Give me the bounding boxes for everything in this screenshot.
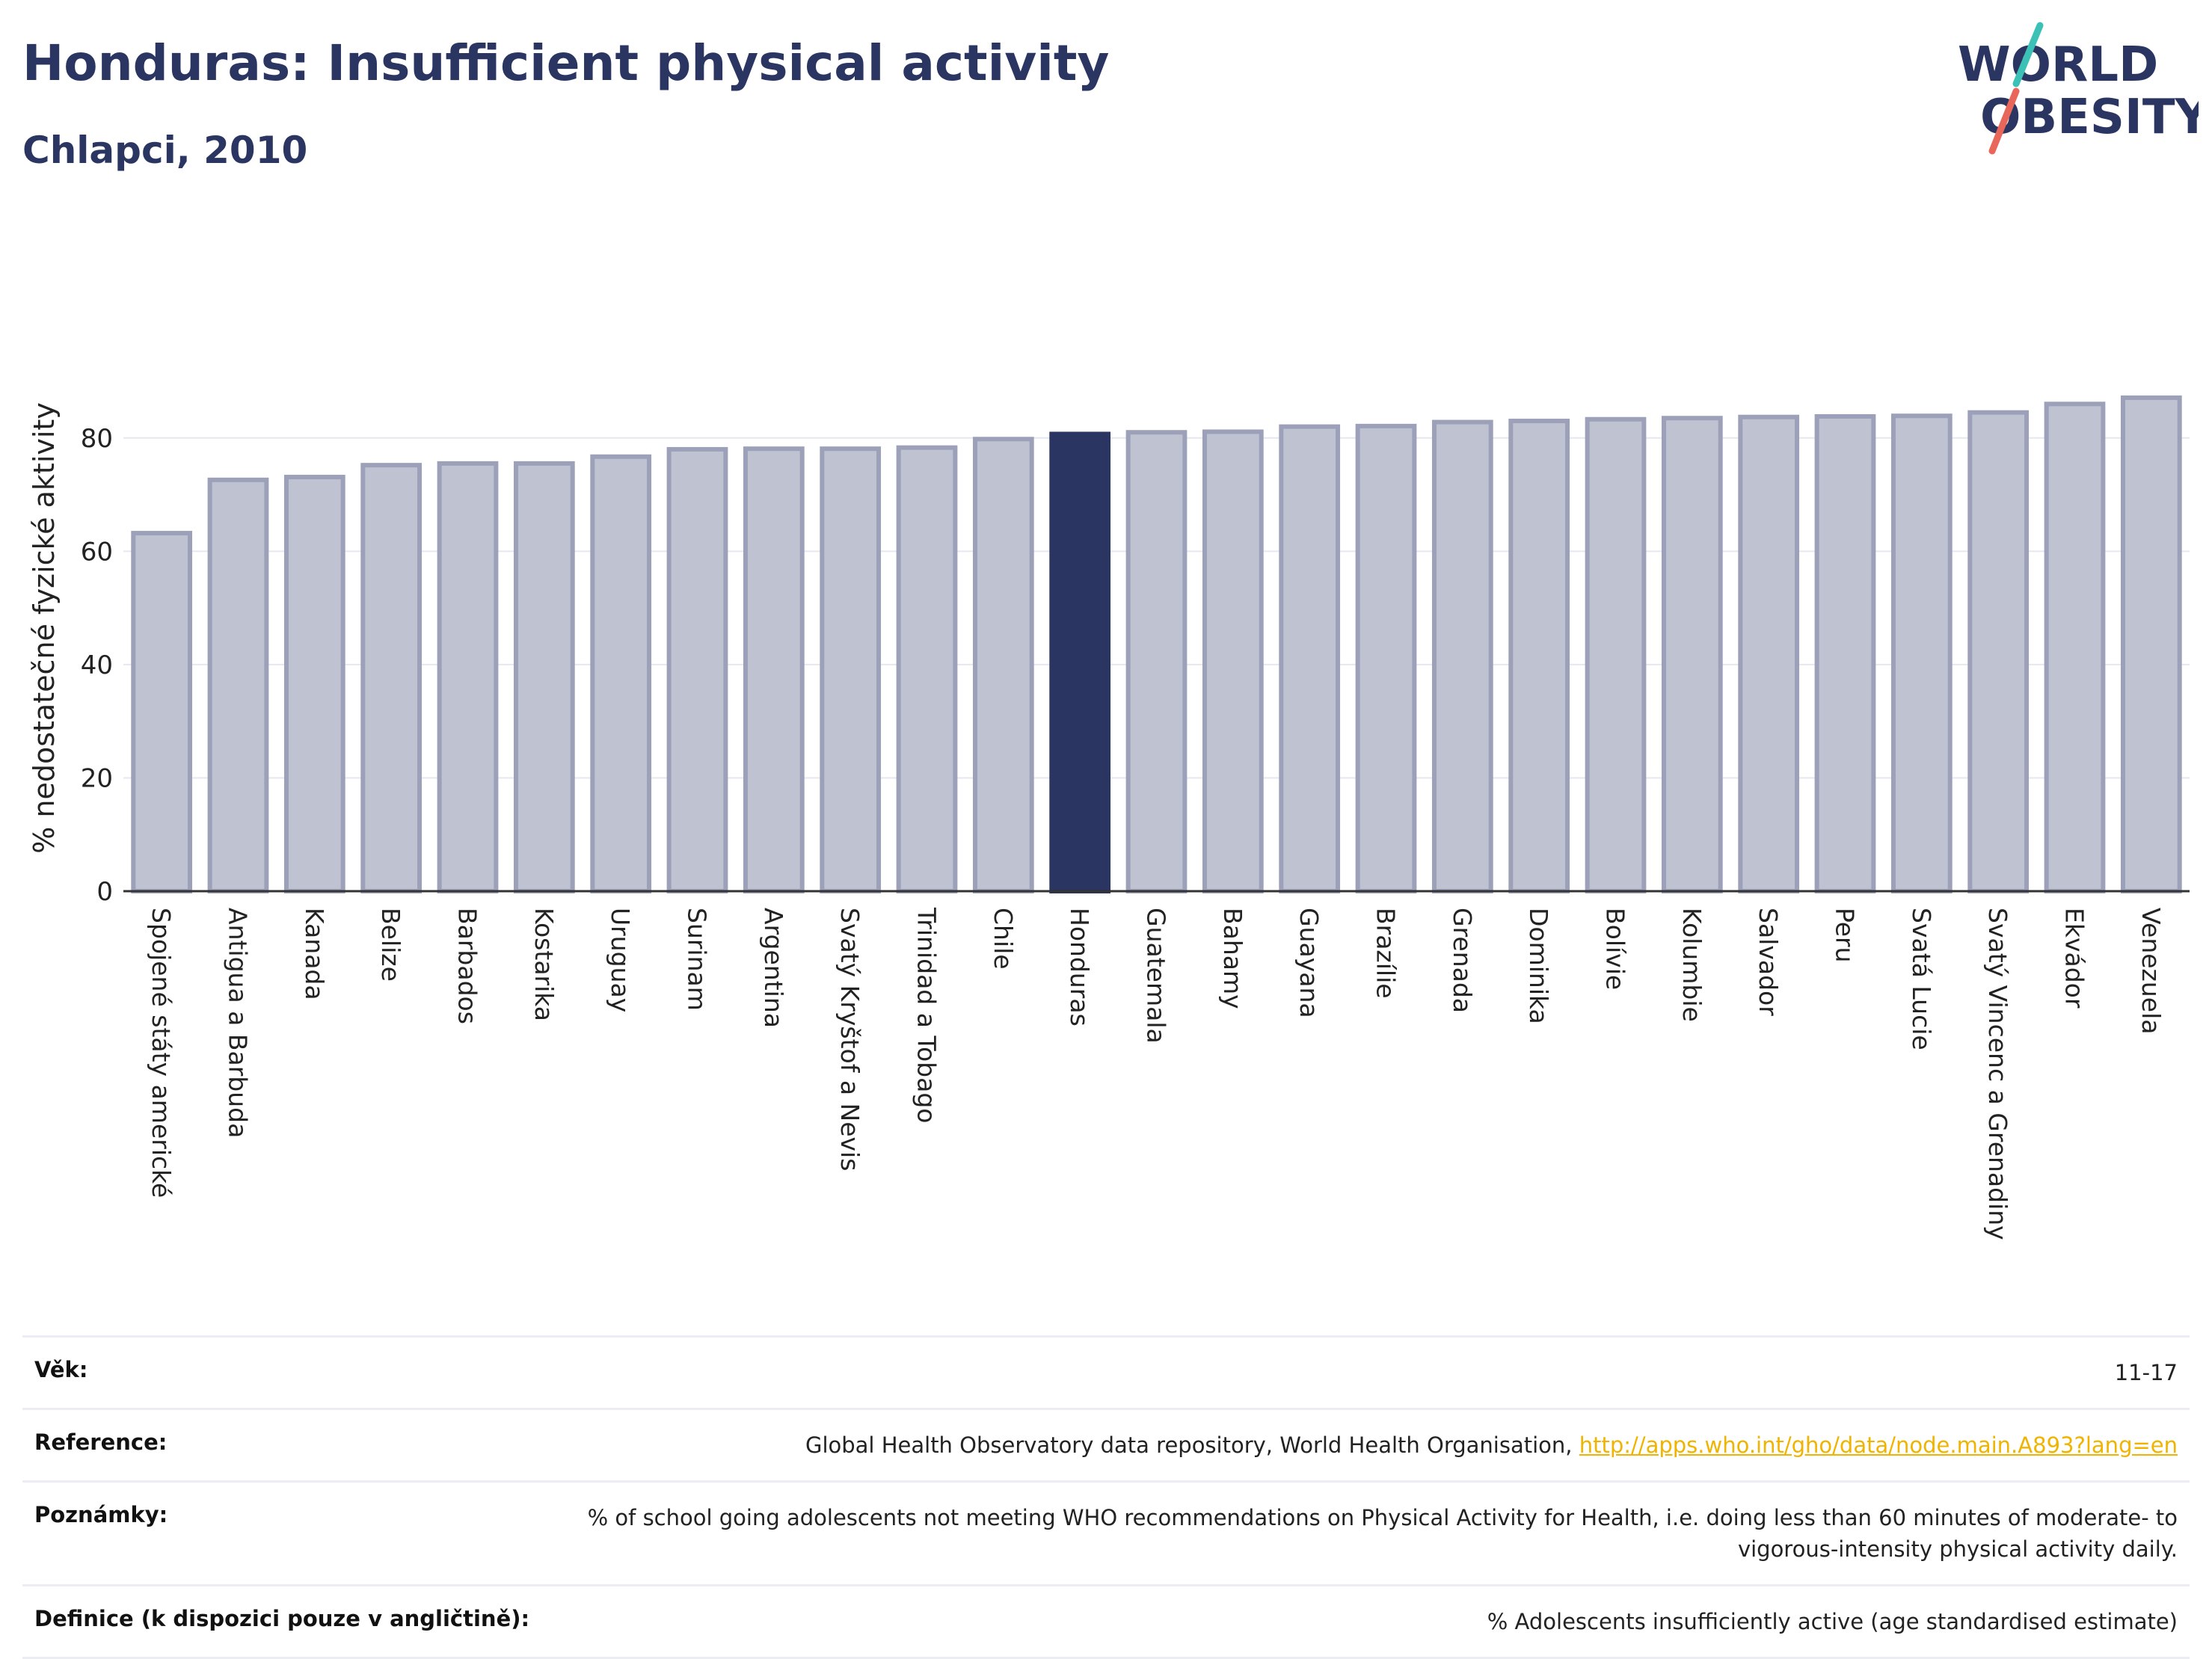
notes-label: Poznámky:: [34, 1502, 168, 1527]
page-title: Honduras: Insufficient physical activity: [22, 34, 1110, 92]
x-tick-label: Trinidad a Tobago: [912, 907, 941, 1124]
x-tick-label: Antigua a Barbuda: [224, 908, 253, 1138]
x-tick-label: Barbados: [453, 908, 482, 1024]
bar-brazílie: [1355, 423, 1417, 893]
bar-barbados: [437, 461, 499, 893]
reference-label: Reference:: [34, 1429, 168, 1455]
bar-antigua-a-barbuda: [207, 477, 269, 893]
reference-text: Global Health Observatory data repositor…: [805, 1432, 1579, 1458]
x-tick-label: Guayana: [1294, 908, 1324, 1018]
x-tick-label: Uruguay: [606, 908, 635, 1012]
logo-slash-bottom: [1988, 87, 2020, 155]
logo-slash-top: [2012, 22, 2044, 87]
x-tick-label: Salvador: [1754, 908, 1783, 1016]
bar-chile: [972, 437, 1034, 893]
x-tick-label: Kanada: [300, 908, 329, 1000]
bar-dominika: [1508, 419, 1570, 893]
notes-value: % of school going adolescents not meetin…: [587, 1505, 2178, 1562]
y-tick-label: 40: [81, 650, 113, 680]
definition-value: % Adolescents insufficiently active (age…: [1487, 1609, 2178, 1634]
logo-word-world: WORLD: [1958, 37, 2158, 93]
meta-row-age: Věk: 11-17: [22, 1335, 2190, 1408]
world-obesity-logo: WORLD OBESITY: [1958, 22, 2199, 155]
bar-trinidad-a-tobago: [896, 445, 958, 894]
bar-grenada: [1431, 419, 1493, 893]
x-tick-label: Spojené státy americké: [147, 908, 176, 1198]
x-tick-label: Guatemala: [1142, 908, 1171, 1044]
x-tick-label: Svatý Vincenc a Grenadiny: [1983, 908, 2012, 1240]
x-tick-label: Svatý Kryštof a Nevis: [835, 908, 864, 1171]
metadata-table: Věk: 11-17 Reference: Global Health Obse…: [22, 1335, 2190, 1659]
bar-svatý-vincenc-a-grenadiny: [1967, 410, 2030, 893]
x-tick-label: Belize: [376, 908, 405, 982]
bar-kolumbie: [1661, 416, 1723, 893]
x-tick-label: Venezuela: [2136, 908, 2166, 1034]
x-tick-label: Honduras: [1065, 908, 1094, 1027]
y-tick-label: 20: [81, 763, 113, 793]
x-tick-labels: Spojené státy americké Antigua a Barbuda K…: [147, 907, 2166, 1240]
bar-guayana: [1279, 424, 1341, 894]
x-tick-label: Peru: [1831, 908, 1860, 963]
x-tick-label: Chile: [989, 908, 1018, 970]
definition-label: Definice (k dispozici pouze v angličtině…: [34, 1606, 530, 1631]
x-tick-label: Kostarika: [529, 908, 559, 1021]
bar-belize: [360, 463, 423, 893]
bar-bolívie: [1585, 416, 1647, 893]
reference-value: Global Health Observatory data repositor…: [805, 1429, 2178, 1461]
bar-peru: [1814, 413, 1876, 893]
y-axis-title: % nedostatečné fyzické aktivity: [28, 402, 61, 854]
x-tick-label: Svatá Lucie: [1907, 908, 1936, 1050]
bar-venezuela: [2120, 395, 2182, 893]
bar-argentina: [743, 446, 805, 894]
bar-kostarika: [513, 461, 575, 893]
bar-ekvádor: [2044, 401, 2106, 893]
x-tick-label: Dominika: [1524, 908, 1553, 1024]
y-tick-label: 60: [81, 537, 113, 567]
reference-link[interactable]: http://apps.who.int/gho/data/node.main.A…: [1579, 1432, 2178, 1458]
bar-uruguay: [590, 454, 652, 894]
y-tick-label: 0: [96, 877, 113, 907]
page-subtitle: Chlapci, 2010: [22, 129, 308, 172]
y-tick-label: 80: [81, 424, 113, 454]
bar-kanada: [283, 475, 345, 893]
bar-svatý-kryštof-a-nevis: [820, 446, 882, 894]
x-tick-label: Kolumbie: [1677, 908, 1706, 1022]
bar-salvador: [1738, 414, 1800, 893]
x-tick-label: Surinam: [683, 908, 712, 1011]
x-tick-label: Bahamy: [1218, 908, 1247, 1009]
x-tick-label: Brazílie: [1371, 908, 1401, 999]
bar-surinam: [666, 446, 728, 893]
x-tick-label: Bolívie: [1601, 908, 1630, 990]
bar-bahamy: [1202, 429, 1264, 894]
age-label: Věk:: [34, 1357, 88, 1382]
age-value: 11-17: [2114, 1360, 2178, 1385]
meta-row-notes: Poznámky: % of school going adolescents …: [22, 1480, 2190, 1584]
x-tick-label: Argentina: [759, 908, 788, 1028]
x-tick-label: Grenada: [1448, 908, 1477, 1013]
bar-svatá-lucie: [1890, 413, 1953, 894]
meta-row-reference: Reference: Global Health Observatory dat…: [22, 1408, 2190, 1480]
y-tick-labels: 0 20 40 60 80: [81, 424, 113, 907]
bar-spojené-státy-americké: [131, 531, 193, 893]
bar-guatemala: [1125, 430, 1188, 893]
x-tick-label: Ekvádor: [2060, 908, 2089, 1009]
bars: [131, 395, 2182, 894]
bar-honduras: [1049, 431, 1111, 893]
bar-chart: 0 20 40 60 80 Spojené státy americké Antigua …: [28, 395, 2190, 1240]
meta-row-definition: Definice (k dispozici pouze v angličtině…: [22, 1584, 2190, 1659]
